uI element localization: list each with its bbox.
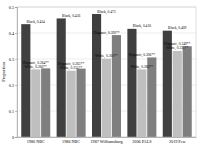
data-label: Black, 0.434 xyxy=(27,20,45,25)
data-label: Hispanic, 0.264** xyxy=(23,61,49,66)
x-tick-label: 1986 NBC xyxy=(62,139,80,144)
bars xyxy=(21,14,192,137)
bar-series xyxy=(21,14,172,137)
data-label: Hispanic, 0.306** xyxy=(129,53,155,58)
x-tick-label: 2006 PALS xyxy=(132,139,152,144)
plot-frame xyxy=(17,7,196,137)
x-tick-label: 1980 NBC xyxy=(27,139,45,144)
data-label: Hispanic, 0.392** xyxy=(93,31,119,36)
y-axis: 0 0.1 0.2 0.3 0.4 0.5 xyxy=(9,5,18,140)
bar xyxy=(147,57,156,137)
y-tick: 0 xyxy=(12,135,17,140)
bar xyxy=(67,71,76,137)
data-label: White, 0.255** xyxy=(60,66,82,71)
bar xyxy=(21,24,30,137)
data-label: White, 0.260** xyxy=(131,65,153,70)
bar xyxy=(112,35,121,137)
x-tick-label: 1987 Williamsburg xyxy=(90,139,123,144)
bar xyxy=(137,69,146,137)
data-label: White, 0.301** xyxy=(95,54,117,59)
x-tick: 1986 NBC xyxy=(62,137,80,144)
y-tick-mark xyxy=(15,85,17,86)
x-tick: 1987 Williamsburg xyxy=(90,137,123,144)
y-tick-label: 0.5 xyxy=(9,5,14,10)
bar xyxy=(57,18,66,137)
bar xyxy=(76,69,85,137)
y-tick-mark xyxy=(15,137,17,138)
data-labels: White, 0.260**Hispanic, 0.264**Black, 0.… xyxy=(23,10,191,72)
y-tick-label: 0.4 xyxy=(9,31,15,36)
data-label: Black, 0.473 xyxy=(97,10,115,15)
y-axis-line xyxy=(15,8,18,138)
x-axis: 1980 NBC 1986 NBC 1987 Williamsburg 2006 PA… xyxy=(18,137,197,144)
data-label: Black, 0.409 xyxy=(168,26,186,31)
y-tick: 0.4 xyxy=(9,31,17,36)
plot: 0 0.1 0.2 0.3 0.4 0.5 1980 NBC 1986 NBC 1987 Wil… xyxy=(9,5,197,144)
x-tick: 2006 PALS xyxy=(132,137,152,144)
y-tick-label: 0 xyxy=(12,135,14,140)
y-tick-mark xyxy=(15,7,17,8)
y-tick: 0.2 xyxy=(9,83,17,88)
bar xyxy=(183,46,192,137)
y-tick: 0.5 xyxy=(9,5,17,10)
y-tick-mark xyxy=(15,111,17,112)
data-label: Hispanic, 0.349** xyxy=(164,42,190,47)
data-label: Black, 0.416 xyxy=(133,24,151,29)
y-tick: 0.3 xyxy=(9,57,17,62)
y-tick-mark xyxy=(15,59,17,60)
y-tick: 0.1 xyxy=(9,109,17,114)
bar xyxy=(41,68,50,137)
data-label: Black, 0.456 xyxy=(62,14,80,19)
data-label: Hispanic, 0.263** xyxy=(58,62,84,67)
bar xyxy=(173,51,182,137)
x-tick: 1980 NBC xyxy=(27,137,45,144)
bar xyxy=(127,29,136,137)
y-tick-label: 0.2 xyxy=(9,83,14,88)
y-axis-title: Proportion xyxy=(1,61,6,81)
x-tick-label: 2019 Pew xyxy=(169,139,186,144)
y-tick-label: 0.1 xyxy=(9,109,14,114)
bar xyxy=(31,69,40,137)
bar xyxy=(102,59,111,137)
bar-series xyxy=(31,51,182,137)
chart: 0 0.1 0.2 0.3 0.4 0.5 1980 NBC 1986 NBC 1987 Wil… xyxy=(0,0,198,150)
data-label: White, 0.260** xyxy=(25,65,47,70)
x-tick: 2019 Pew xyxy=(169,137,186,144)
data-label: White, 0.331** xyxy=(166,46,188,51)
grid xyxy=(17,7,196,137)
y-tick-label: 0.3 xyxy=(9,57,14,62)
y-tick-mark xyxy=(15,33,17,34)
bar-series xyxy=(41,35,192,137)
x-axis-line xyxy=(18,137,197,138)
